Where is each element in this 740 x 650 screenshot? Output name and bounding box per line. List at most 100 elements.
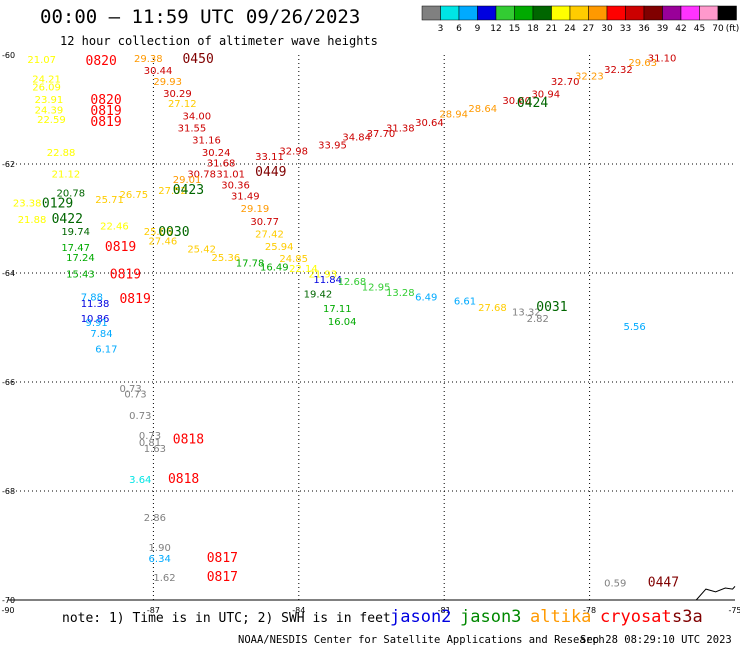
colorbar-unit: (ft)	[726, 24, 740, 34]
wave-height-value: 13.28	[386, 288, 415, 299]
wave-height-value: 29.38	[134, 54, 163, 65]
wave-height-value: 31.68	[207, 159, 236, 170]
colorbar-swatch	[532, 5, 552, 21]
wave-height-value: 22.88	[47, 148, 76, 159]
wave-height-value: 0.73	[139, 431, 161, 442]
time-label: 0818	[168, 472, 199, 487]
time-label: 0031	[536, 300, 567, 315]
wave-height-value: 6.17	[95, 345, 117, 356]
wave-height-value: 32.32	[604, 65, 633, 76]
wave-height-value: 17.24	[66, 253, 95, 264]
wave-height-value: 27.46	[149, 237, 178, 248]
wave-height-value: 3.64	[129, 475, 151, 486]
wave-height-value: 0.73	[124, 389, 146, 400]
colorbar-swatch	[421, 5, 441, 21]
wave-height-value: 6.34	[149, 554, 171, 565]
wave-height-value: 13.32	[512, 308, 541, 319]
wave-height-value: 17.78	[236, 258, 265, 269]
lat-tick-label: -70	[2, 596, 15, 605]
wave-height-value: 2.82	[527, 314, 549, 325]
wave-height-value: 34.00	[182, 111, 211, 122]
colorbar-label: 70	[712, 24, 724, 34]
wave-height-value: 22.14	[289, 264, 318, 275]
wave-height-value: 21.88	[18, 215, 47, 226]
satellite-legend-item: jason2	[390, 607, 452, 627]
wave-height-value: 29.93	[153, 77, 182, 88]
colorbar-label: 21	[546, 24, 557, 34]
colorbar-label: 33	[620, 24, 631, 34]
wave-height-value: 1.63	[144, 444, 166, 455]
wave-height-value: 9.91	[86, 318, 108, 329]
wave-height-value: 31.49	[231, 191, 260, 202]
wave-height-value: 11.38	[81, 299, 110, 310]
wave-height-value: 31.16	[192, 135, 221, 146]
wave-height-value: 0.73	[119, 384, 141, 395]
wave-height-value: 24.21	[32, 74, 61, 85]
colorbar-swatch	[477, 5, 497, 21]
wave-height-value: 30.29	[163, 89, 192, 100]
colorbar-label: 27	[583, 24, 594, 34]
coastline	[695, 586, 736, 601]
wave-height-value: 30.60	[502, 96, 531, 107]
wave-height-value: 21.93	[308, 269, 337, 280]
wave-height-value: 37.70	[367, 129, 396, 140]
lon-tick-label: -78	[583, 606, 596, 615]
colorbar-label: 9	[475, 24, 481, 34]
wave-height-value: 29.01	[173, 175, 202, 186]
wave-height-value: 27.68	[478, 303, 507, 314]
colorbar-swatch	[458, 5, 478, 21]
wave-height-value: 31.01	[216, 170, 245, 181]
lon-tick-label: -84	[292, 606, 305, 615]
wave-height-value: 33.11	[255, 152, 284, 163]
time-label: 0819	[90, 104, 121, 119]
wave-height-value: 30.94	[531, 90, 560, 101]
colorbar-swatch	[625, 5, 645, 21]
wave-height-value: 19.74	[61, 227, 90, 238]
wave-height-value: 24.85	[279, 254, 308, 265]
wave-height-value: 11.84	[313, 275, 342, 286]
lon-tick-label: -87	[147, 606, 160, 615]
colorbar-swatch	[680, 5, 700, 21]
wave-height-value: 17.47	[61, 243, 90, 254]
wave-height-value: 31.38	[386, 123, 415, 134]
wave-height-value: 7.84	[90, 329, 112, 340]
wave-height-value: 21.07	[27, 55, 56, 66]
wave-height-value: 20.78	[56, 189, 85, 200]
time-label: 0820	[86, 54, 117, 69]
wave-height-value: 21.12	[52, 170, 81, 181]
colorbar-swatch	[643, 5, 663, 21]
time-label: 0819	[119, 292, 150, 307]
colorbar-swatch	[606, 5, 626, 21]
wave-height-value: 23.38	[13, 199, 42, 210]
wave-height-value: 17.11	[323, 304, 352, 315]
time-label: 0447	[648, 575, 679, 590]
colorbar-label: 39	[657, 24, 669, 34]
wave-height-value: 25.36	[212, 253, 241, 264]
wave-height-value: 30.44	[144, 66, 173, 77]
wave-height-value: 19.42	[304, 290, 333, 301]
wave-height-value: 6.61	[454, 297, 476, 308]
wave-height-value: 26.09	[32, 82, 61, 93]
satellite-legend-item: altika	[530, 607, 592, 627]
footer-timestamp: Sep 28 08:29:10 UTC 2023	[580, 634, 732, 646]
wave-height-value: 25.06	[144, 227, 173, 238]
wave-height-value: 32.23	[575, 72, 604, 83]
lon-tick-label: -90	[1, 606, 14, 615]
lat-tick-label: -62	[2, 160, 15, 169]
wave-height-value: 30.64	[415, 118, 444, 129]
time-label: 0129	[42, 197, 73, 212]
wave-height-value: 16.04	[328, 317, 357, 328]
time-label: 0450	[182, 52, 213, 67]
colorbar-swatch	[662, 5, 682, 21]
time-label: 0819	[90, 115, 121, 130]
time-label: 0819	[105, 240, 136, 255]
wave-height-value: 0.73	[129, 411, 151, 422]
wave-height-value: 25.42	[187, 244, 216, 255]
time-label: 0424	[517, 96, 548, 111]
satellite-legend-item: s3a	[672, 607, 703, 627]
colorbar-label: 3	[438, 24, 444, 34]
time-label: 0820	[90, 93, 121, 108]
time-label: 0817	[207, 570, 238, 585]
wave-height-value: 22.46	[100, 221, 129, 232]
